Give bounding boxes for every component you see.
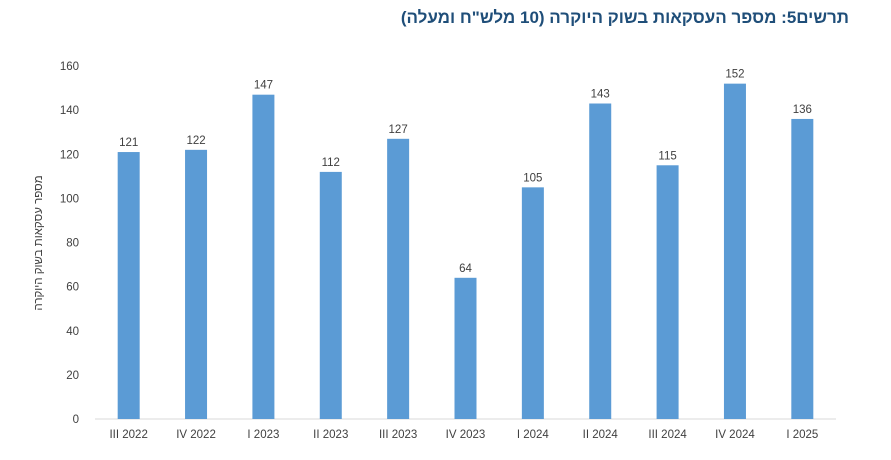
data-label: 127 xyxy=(389,124,408,136)
y-tick-label: 20 xyxy=(66,370,79,382)
x-tick-label: II 2023 xyxy=(313,429,348,441)
data-label: 136 xyxy=(793,104,812,116)
bar xyxy=(252,94,275,420)
x-tick-label: III 2022 xyxy=(109,429,147,441)
bar xyxy=(589,103,612,419)
y-axis-label: מספר עסקאות בשוק היוקרה xyxy=(33,175,45,310)
bar xyxy=(454,277,477,419)
y-tick-label: 40 xyxy=(66,326,79,338)
data-label: 115 xyxy=(658,150,676,162)
x-tick-label: III 2024 xyxy=(648,429,687,441)
x-tick-label: IV 2022 xyxy=(176,429,216,441)
bars xyxy=(117,83,814,420)
data-label: 122 xyxy=(186,135,205,147)
data-label: 64 xyxy=(459,263,472,275)
x-tick-labels: III 2022 IV 2022 I 2023 II 2023 III 2023 IV 2… xyxy=(109,429,818,441)
bar xyxy=(656,165,679,419)
bar xyxy=(185,149,208,419)
y-tick-label: 160 xyxy=(60,61,79,73)
x-tick-label: I 2025 xyxy=(786,429,818,441)
y-tick-label: 0 xyxy=(73,414,79,426)
y-tick-label: 120 xyxy=(60,149,79,161)
x-tick-label: IV 2024 xyxy=(715,429,755,441)
data-labels: 121 122 147 112 127 64 105 143 115 152 136 xyxy=(119,69,812,275)
y-tick-label: 80 xyxy=(66,238,79,250)
chart-title: תרשים5: מספר העסקאות בשוק היוקרה (10 מלש… xyxy=(400,8,849,27)
x-tick-label: II 2024 xyxy=(583,429,619,441)
x-tick-label: I 2023 xyxy=(247,429,279,441)
x-tick-label: IV 2023 xyxy=(446,429,486,441)
bar xyxy=(521,187,544,419)
data-label: 121 xyxy=(119,137,138,149)
data-label: 143 xyxy=(591,89,610,101)
x-tick-label: I 2024 xyxy=(517,429,550,441)
bar xyxy=(723,83,746,420)
y-tick-label: 100 xyxy=(60,193,79,205)
data-label: 112 xyxy=(322,157,340,169)
data-label: 152 xyxy=(725,69,744,81)
bar xyxy=(791,118,814,419)
bar xyxy=(387,138,410,419)
x-tick-label: III 2023 xyxy=(379,429,417,441)
bar xyxy=(117,152,140,419)
y-tick-label: 140 xyxy=(60,105,79,117)
y-tick-label: 60 xyxy=(66,282,79,294)
y-tick-labels: 0 20 40 60 80 100 120 140 160 xyxy=(60,61,79,426)
data-label: 105 xyxy=(523,172,542,184)
bar xyxy=(319,171,342,419)
data-label: 147 xyxy=(254,80,273,92)
